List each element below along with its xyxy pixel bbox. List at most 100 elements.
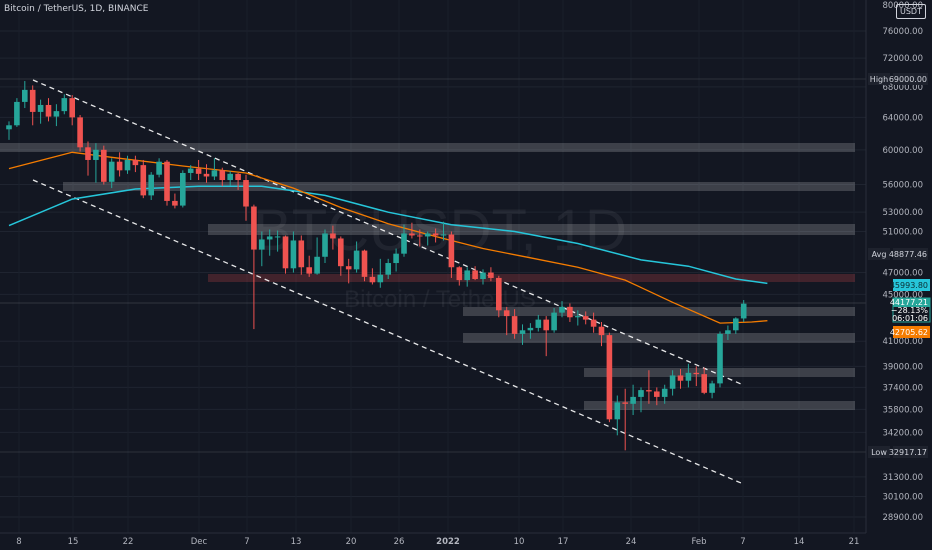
candle[interactable] [93, 143, 99, 183]
candle[interactable] [298, 235, 305, 275]
channel-trendline[interactable] [32, 179, 742, 484]
trendlines[interactable] [32, 79, 742, 484]
candle[interactable] [733, 317, 739, 334]
candlestick-series[interactable] [6, 81, 747, 451]
candle[interactable] [385, 258, 391, 280]
candle[interactable] [345, 258, 352, 284]
time-axis[interactable]: 8 15 22 Dec 7 13 20 26 2022 10 17 24 Feb 7 14 21 [0, 532, 932, 550]
candle[interactable] [401, 224, 407, 257]
candle[interactable] [432, 228, 439, 243]
candle[interactable] [353, 241, 360, 273]
candle[interactable] [417, 229, 423, 247]
candle[interactable] [472, 266, 478, 281]
candle[interactable] [22, 81, 28, 109]
candle[interactable] [6, 121, 12, 140]
candle[interactable] [227, 171, 233, 186]
candle[interactable] [306, 255, 312, 277]
candle[interactable] [717, 331, 723, 388]
candle[interactable] [377, 258, 384, 288]
candle[interactable] [219, 167, 226, 187]
candle[interactable] [654, 387, 660, 406]
candle[interactable] [740, 300, 747, 322]
candle[interactable] [527, 323, 534, 339]
candle[interactable] [140, 159, 147, 199]
candle[interactable] [322, 229, 328, 264]
candle[interactable] [488, 267, 494, 282]
candle[interactable] [108, 158, 115, 189]
candle[interactable] [598, 321, 605, 347]
candle[interactable] [440, 221, 447, 241]
candle[interactable] [124, 155, 131, 174]
candle[interactable] [575, 310, 581, 326]
candle[interactable] [235, 172, 241, 190]
candle[interactable] [622, 388, 628, 451]
candle[interactable] [725, 325, 731, 340]
candle[interactable] [164, 159, 170, 206]
candle[interactable] [14, 98, 20, 127]
candle[interactable] [638, 387, 644, 413]
candle[interactable] [29, 85, 36, 126]
candle[interactable] [630, 384, 636, 416]
candle[interactable] [195, 159, 202, 181]
candle[interactable] [156, 158, 162, 178]
currency-button[interactable]: USDT [896, 4, 926, 19]
candle[interactable] [559, 301, 565, 318]
candle[interactable] [424, 231, 431, 246]
price-axis[interactable]: 80000.00 76000.00 72000.00 68000.00 64000.00… [865, 0, 932, 550]
candle[interactable] [409, 222, 415, 239]
candle[interactable] [567, 303, 573, 322]
candle[interactable] [511, 309, 518, 339]
candle[interactable] [77, 115, 83, 152]
candle[interactable] [172, 193, 178, 209]
candle[interactable] [677, 368, 684, 389]
candle[interactable] [243, 174, 249, 221]
candle[interactable] [338, 236, 344, 276]
candle[interactable] [266, 229, 273, 256]
candle[interactable] [203, 164, 210, 183]
candle[interactable] [614, 395, 621, 436]
candle[interactable] [590, 312, 597, 333]
candle[interactable] [448, 231, 455, 278]
candle[interactable] [330, 225, 336, 250]
candle[interactable] [551, 308, 557, 333]
candle[interactable] [393, 248, 399, 272]
candle[interactable] [69, 95, 75, 126]
candle[interactable] [519, 324, 526, 345]
candle[interactable] [701, 367, 707, 395]
candle[interactable] [85, 141, 91, 176]
candle[interactable] [661, 384, 668, 404]
candle[interactable] [496, 275, 502, 318]
candle[interactable] [369, 268, 376, 285]
candle[interactable] [148, 172, 154, 200]
candle[interactable] [45, 98, 52, 122]
candle[interactable] [180, 170, 186, 208]
candle[interactable] [693, 366, 700, 387]
candle[interactable] [669, 370, 676, 396]
candle[interactable] [116, 152, 123, 177]
candle[interactable] [685, 363, 692, 388]
candle[interactable] [606, 332, 613, 423]
candle[interactable] [132, 155, 139, 173]
candle[interactable] [535, 314, 542, 332]
candle[interactable] [543, 316, 549, 357]
candle[interactable] [274, 230, 281, 252]
candle[interactable] [361, 249, 368, 282]
candle[interactable] [61, 94, 68, 115]
candle[interactable] [282, 235, 289, 274]
candle[interactable] [53, 104, 60, 127]
candle[interactable] [456, 266, 463, 286]
candle[interactable] [259, 231, 265, 267]
candle[interactable] [211, 158, 218, 181]
candle[interactable] [37, 99, 44, 124]
channel-trendline[interactable] [32, 79, 742, 385]
candle[interactable] [709, 380, 715, 399]
candle[interactable] [314, 237, 320, 275]
candle[interactable] [464, 267, 470, 287]
candle[interactable] [480, 269, 486, 285]
candle[interactable] [582, 311, 589, 325]
candle[interactable] [101, 145, 107, 185]
candle[interactable] [646, 370, 652, 404]
candle[interactable] [503, 306, 510, 336]
candle[interactable] [251, 204, 257, 330]
